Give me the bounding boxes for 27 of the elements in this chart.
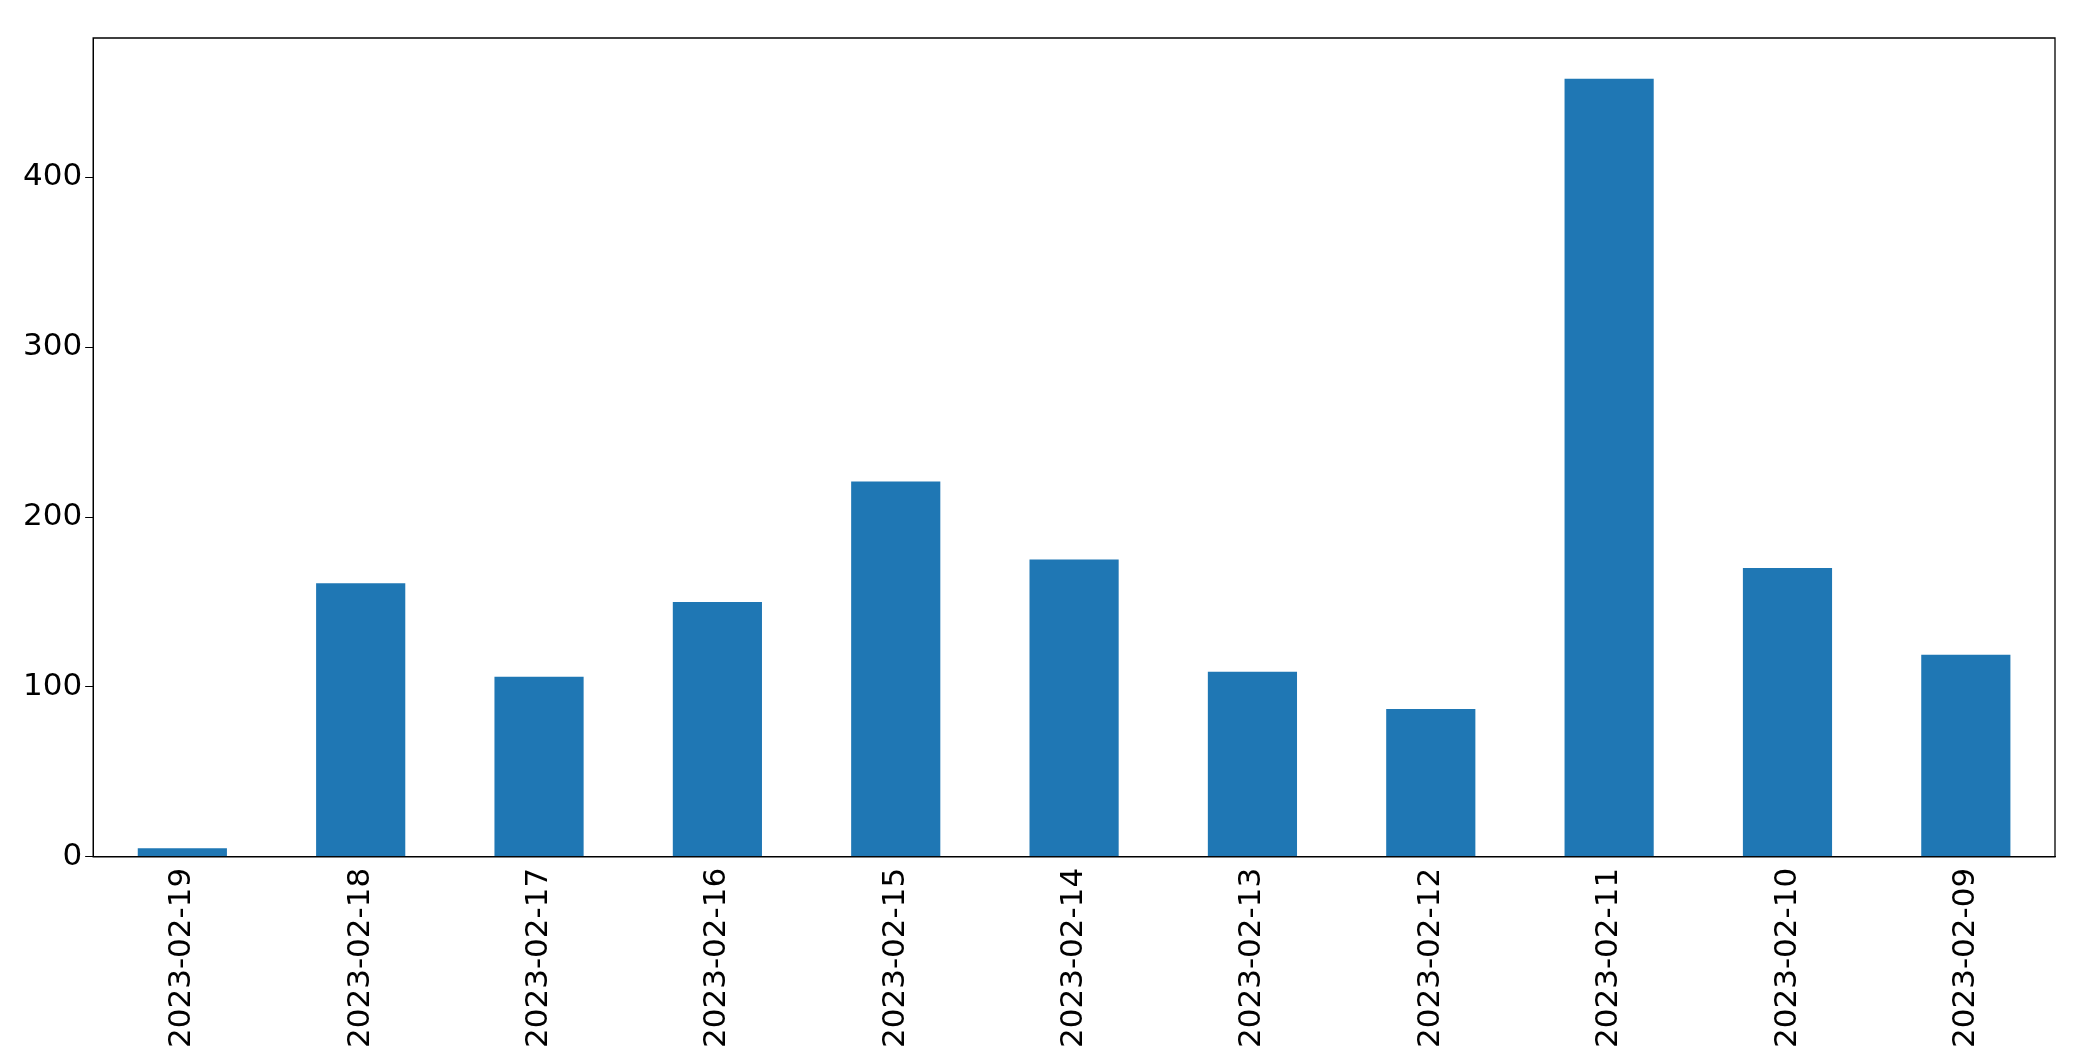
bar [1029,559,1119,857]
bar [1386,709,1476,857]
bar [137,848,227,857]
bar [1564,78,1654,857]
x-tick-label: 2023-02-14 [1053,867,1090,1049]
x-tick-label: 2023-02-11 [1588,867,1625,1049]
bar [316,583,406,857]
x-tick-label: 2023-02-09 [1944,867,1981,1049]
bar [851,481,941,857]
bar [1742,568,1833,857]
x-tick-label: 2023-02-19 [161,867,198,1049]
x-tick-label: 2023-02-17 [518,867,555,1049]
x-tick-label: 2023-02-18 [339,867,376,1049]
bar [1921,654,2011,857]
bar [672,602,762,857]
y-tick-label: 200 [23,496,83,533]
x-tick-label: 2023-02-15 [874,867,911,1049]
bar [1207,671,1298,857]
bar [494,676,584,857]
x-tick-label: 2023-02-10 [1766,867,1803,1049]
y-tick-label: 0 [62,835,83,872]
x-tick-label: 2023-02-13 [1231,867,1268,1049]
x-tick-label: 2023-02-16 [696,867,733,1049]
x-tick-label: 2023-02-12 [1409,867,1446,1049]
y-tick-label: 300 [23,326,83,363]
y-tick-label: 400 [23,156,83,193]
y-tick-label: 100 [23,666,83,703]
